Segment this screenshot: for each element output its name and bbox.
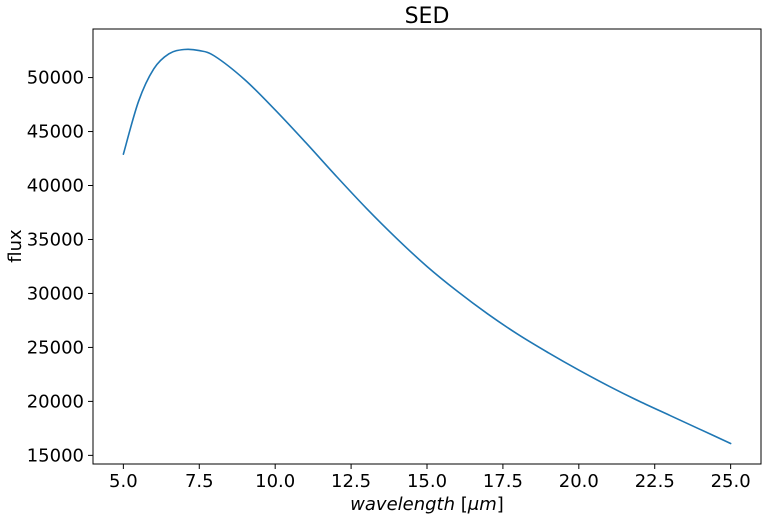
x-axis: 5.0 7.5 10.0 12.5 15.0 17.5 20.0 22.5 25.0 xyxy=(109,464,751,492)
x-tick-label: 22.5 xyxy=(635,471,675,492)
x-tick-label: 17.5 xyxy=(483,471,523,492)
x-axis-label: wavelength [μm] xyxy=(350,494,504,515)
y-tick-label: 20000 xyxy=(27,391,84,412)
x-tick-label: 25.0 xyxy=(711,471,751,492)
x-axis-label-unit: μm xyxy=(467,494,497,515)
x-axis-label-bracket-close: ] xyxy=(497,494,504,515)
chart-title: SED xyxy=(405,4,450,29)
y-tick-label: 35000 xyxy=(27,229,84,250)
y-tick-label: 40000 xyxy=(27,176,84,197)
y-tick-label: 50000 xyxy=(27,68,84,89)
x-tick-label: 12.5 xyxy=(331,471,371,492)
series-line xyxy=(122,48,732,445)
x-tick-label: 15.0 xyxy=(407,471,447,492)
x-axis-label-quantity: wavelength xyxy=(350,494,455,515)
plot-area xyxy=(93,29,761,464)
y-tick-label: 25000 xyxy=(27,337,84,358)
x-tick-label: 20.0 xyxy=(559,471,599,492)
x-tick-label: 7.5 xyxy=(185,471,214,492)
x-axis-label-bracket-open: [ xyxy=(455,494,468,515)
y-axis-label: flux xyxy=(5,229,26,263)
series-layer xyxy=(122,48,732,445)
x-tick-label: 10.0 xyxy=(255,471,295,492)
y-tick-label: 45000 xyxy=(27,122,84,143)
y-axis: 15000 20000 25000 30000 35000 40000 45000 50000 xyxy=(27,68,93,466)
y-tick-label: 15000 xyxy=(27,445,84,466)
y-tick-label: 30000 xyxy=(27,283,84,304)
x-tick-label: 5.0 xyxy=(109,471,138,492)
